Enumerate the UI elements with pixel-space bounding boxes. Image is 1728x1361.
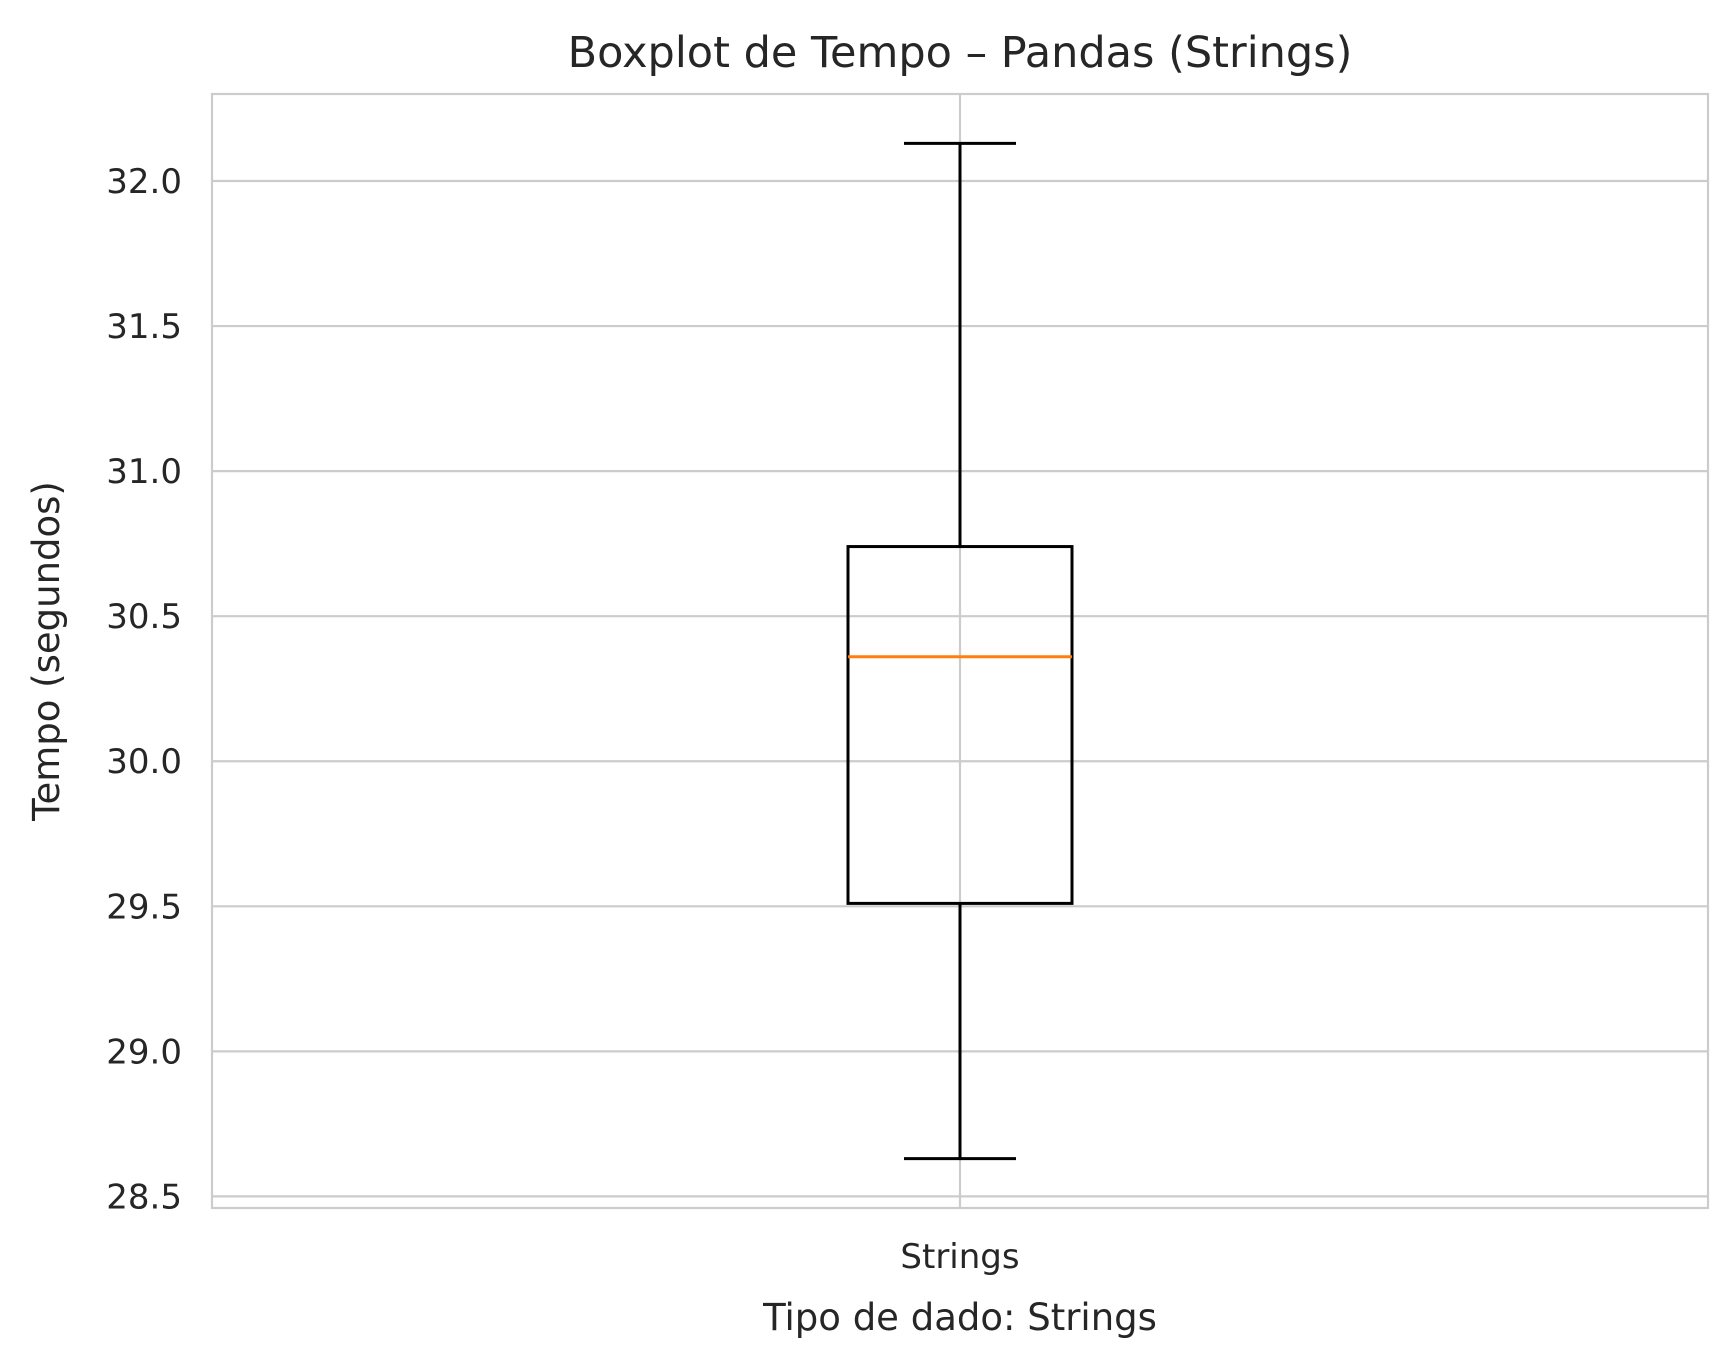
y-tick-label: 30.0 <box>106 742 182 782</box>
box-iqr <box>846 545 1074 905</box>
ticks-layer: 28.5 29.0 29.5 30.0 30.5 31.0 31.5 32.0 Strings <box>106 162 1019 1277</box>
y-tick-label: 31.5 <box>106 307 182 347</box>
y-axis-label: Tempo (segundos) <box>25 481 68 822</box>
marks-layer <box>846 141 1074 1161</box>
chart-title: Boxplot de Tempo – Pandas (Strings) <box>568 28 1353 78</box>
y-tick-label: 28.5 <box>106 1177 182 1217</box>
x-tick-label: Strings <box>900 1237 1019 1277</box>
y-tick-label: 32.0 <box>106 162 182 202</box>
plot-frame <box>210 92 1710 1210</box>
y-tick-label: 30.5 <box>106 597 182 637</box>
x-axis-label: Tipo de dado: Strings <box>762 1296 1157 1339</box>
y-tick-label: 29.0 <box>106 1032 182 1072</box>
y-tick-label: 31.0 <box>106 452 182 492</box>
y-tick-label: 29.5 <box>106 887 182 927</box>
